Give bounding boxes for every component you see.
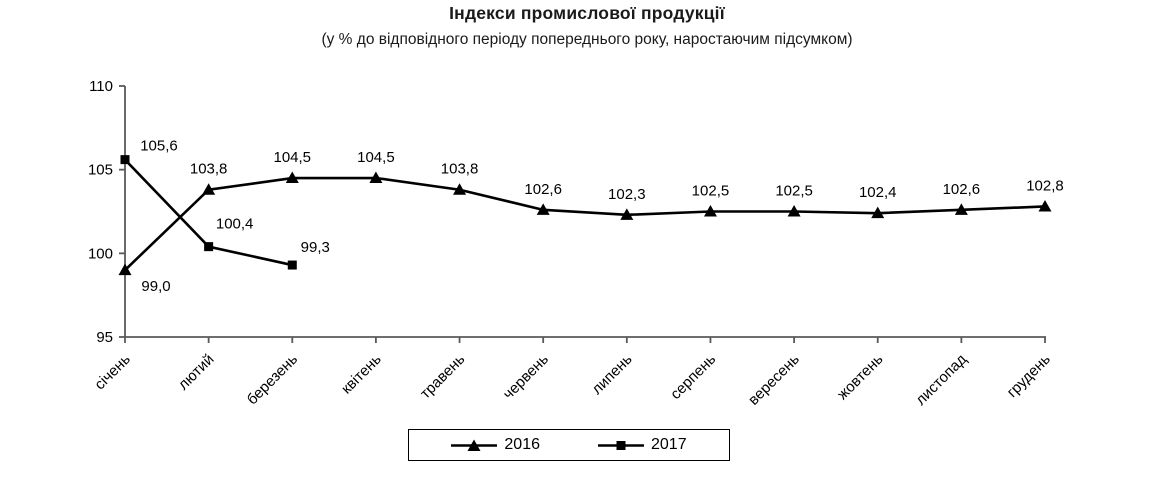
triangle-marker-icon: [202, 183, 216, 195]
line-chart-plot: 95 100 105 110 січень лютий березень квітень тра…: [88, 78, 1064, 409]
data-label: 102,4: [859, 184, 897, 201]
chart-subtitle: (у % до відповідного періоду попередньог…: [321, 31, 853, 48]
month-label: серпень: [667, 351, 719, 403]
data-label: 102,6: [524, 181, 562, 198]
chart-legend: 2016 2017: [408, 429, 730, 461]
data-label: 105,6: [140, 138, 178, 155]
month-label: січень: [91, 351, 134, 394]
triangle-marker-icon: [954, 203, 968, 215]
series-2017: 105,6 100,4 99,3: [120, 138, 330, 270]
data-label: 102,5: [692, 183, 730, 200]
triangle-marker-icon: [787, 205, 801, 217]
triangle-marker-icon: [871, 206, 885, 219]
y-tick-label: 95: [96, 329, 113, 346]
triangle-marker-icon: [451, 439, 498, 451]
triangle-marker-icon: [620, 208, 634, 220]
series-2016: 99,0 103,8 104,5 104,5 103,8 102,6 102,3 102,5 1…: [118, 149, 1064, 295]
data-label: 102,3: [608, 186, 646, 203]
square-marker-icon: [204, 242, 214, 252]
y-tick-label: 105: [88, 162, 113, 179]
legend-item-2017: 2017: [598, 436, 687, 454]
month-label: липень: [588, 351, 635, 398]
month-label: лютий: [175, 351, 218, 394]
triangle-marker-icon: [536, 203, 550, 215]
square-marker-icon: [598, 440, 644, 450]
triangle-marker-icon: [369, 171, 383, 184]
data-label: 102,8: [1026, 177, 1064, 194]
month-label: жовтень: [834, 351, 887, 404]
data-label: 104,5: [273, 149, 311, 166]
month-label: квітень: [338, 351, 385, 398]
data-label: 103,8: [190, 161, 228, 178]
data-label: 104,5: [357, 149, 395, 166]
axes: [119, 85, 1046, 343]
chart-title: Індекси промислової продукції: [449, 3, 725, 23]
month-label: червень: [500, 351, 552, 403]
triangle-marker-icon: [285, 171, 299, 184]
month-label: грудень: [1004, 351, 1054, 401]
triangle-marker-icon: [703, 205, 717, 217]
series-2016-line: [124, 176, 1046, 272]
triangle-marker-icon: [453, 183, 467, 195]
data-label: 102,6: [943, 181, 981, 198]
square-marker-icon: [287, 260, 297, 270]
triangle-marker-icon: [118, 263, 132, 276]
data-label: 103,8: [441, 161, 479, 178]
data-label: 100,4: [216, 216, 254, 233]
month-label: березень: [244, 351, 302, 409]
y-tick-labels: 95 100 105 110: [88, 78, 113, 346]
x-tick-labels: січень лютий березень квітень травень червень…: [91, 351, 1054, 409]
month-label: вересень: [745, 351, 803, 409]
triangle-marker-icon: [1038, 199, 1052, 212]
month-label: листопад: [912, 351, 970, 409]
legend-label: 2016: [504, 436, 540, 453]
data-label: 102,5: [775, 183, 813, 200]
legend-label: 2017: [651, 436, 687, 453]
data-label: 99,0: [141, 278, 170, 295]
month-label: травень: [417, 351, 469, 403]
square-marker-icon: [120, 155, 130, 165]
legend-item-2016: 2016: [451, 436, 540, 454]
y-tick-label: 100: [88, 245, 113, 262]
data-label: 99,3: [301, 239, 330, 256]
y-tick-label: 110: [89, 78, 113, 95]
